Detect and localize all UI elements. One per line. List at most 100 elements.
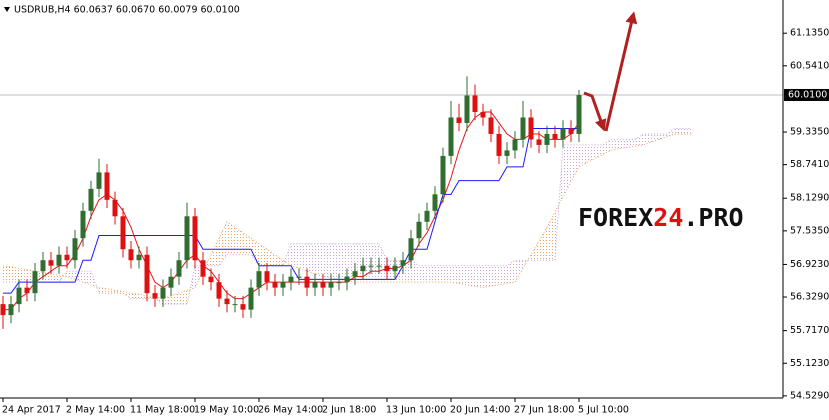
y-tick-label: 55.7170 — [790, 325, 829, 336]
candle-body — [80, 210, 86, 239]
x-tick-label: 24 Apr 2017 — [2, 405, 61, 416]
y-tick-label: 56.9230 — [790, 259, 829, 270]
candle-body — [464, 95, 470, 123]
cloud-segment — [83, 271, 91, 285]
watermark: FOREX24.PRO — [578, 203, 744, 232]
cloud-segment — [435, 265, 443, 283]
candle-body — [104, 172, 110, 200]
candle-body — [96, 172, 102, 189]
y-tick-label: 54.5290 — [790, 390, 829, 401]
cloud-segment — [235, 227, 243, 255]
cloud-segment — [283, 243, 291, 266]
cloud-segment — [683, 128, 691, 134]
candle-body — [528, 117, 534, 140]
candle-body — [560, 128, 566, 140]
cloud-segment — [99, 287, 107, 294]
cloud-segment — [323, 243, 331, 278]
cloud-segment — [531, 240, 539, 261]
cloud-segment — [251, 238, 259, 266]
y-tick-label: 59.3350 — [790, 127, 829, 138]
candle-body — [216, 282, 222, 299]
y-tick-label: 60.5410 — [790, 60, 829, 71]
cloud-segment — [211, 238, 219, 266]
cloud-segment — [467, 265, 475, 287]
candle-body — [392, 265, 398, 272]
candle-body — [568, 128, 574, 134]
cloud-segment — [571, 144, 579, 182]
candle-body — [152, 293, 158, 299]
candle-body — [208, 276, 214, 283]
cloud-segment — [19, 268, 27, 283]
candle-body — [352, 271, 358, 277]
y-tick-label: 55.1230 — [790, 358, 829, 369]
candle-body — [264, 271, 270, 283]
cloud-segment — [659, 133, 667, 140]
candle-body — [448, 117, 454, 156]
candle-body — [136, 254, 142, 261]
x-tick-label: 27 Jun 18:00 — [514, 405, 574, 416]
candle-body — [296, 276, 302, 278]
cloud-segment — [299, 243, 307, 272]
candle-body — [504, 150, 510, 156]
cloud-segment — [611, 139, 619, 151]
cloud-segment — [179, 290, 187, 305]
x-tick-label: 20 Jun 14:00 — [450, 405, 510, 416]
candle-body — [64, 254, 70, 261]
candle-body — [192, 216, 198, 261]
candle-body — [248, 287, 254, 310]
candle-body — [440, 155, 446, 195]
candle-body — [384, 265, 390, 272]
y-tick-label: 57.5350 — [790, 225, 829, 236]
cloud-segment — [219, 221, 227, 266]
cloud-segment — [291, 243, 299, 269]
y-tick-label: 58.1290 — [790, 193, 829, 204]
candle-body — [536, 139, 542, 145]
cloud-segment — [131, 293, 139, 299]
cloud-segment — [587, 144, 595, 163]
x-tick-label: 5 Jul 10:00 — [578, 405, 629, 416]
candle-body — [24, 287, 30, 294]
current-price-label: 60.0100 — [788, 89, 827, 100]
candle-body — [416, 221, 422, 239]
candle-body — [488, 117, 494, 134]
candle-body — [232, 304, 238, 306]
x-tick-label: 19 May 10:00 — [194, 405, 259, 416]
cloud-segment — [379, 243, 387, 283]
cloud-segment — [315, 243, 323, 277]
x-tick-label: 2 May 14:00 — [66, 405, 125, 416]
cloud-segment — [419, 265, 427, 283]
cloud-segment — [515, 260, 523, 283]
cloud-segment — [523, 254, 531, 269]
candle-body — [304, 276, 310, 288]
candle-body — [376, 265, 382, 267]
cloud-segment — [651, 133, 659, 143]
cloud-segment — [603, 139, 611, 155]
cloud-segment — [483, 265, 491, 288]
axes: 61.1350 60.5410 59.3350 58.7410 58.1290 57.53… — [2, 28, 829, 416]
watermark-part: FOREX — [578, 203, 653, 232]
cloud-segment — [267, 249, 275, 266]
cloud-segment — [563, 144, 571, 198]
candle-body — [56, 254, 62, 266]
cloud-segment — [547, 211, 555, 261]
candle-body — [320, 282, 326, 288]
candle-body — [168, 276, 174, 288]
x-tick-label: 11 May 18:00 — [130, 405, 195, 416]
candle-body — [8, 304, 14, 316]
cloud — [2, 127, 691, 305]
candle-body — [0, 304, 6, 316]
candle-body — [576, 94, 582, 134]
x-tick-label: 26 May 14:00 — [258, 405, 323, 416]
x-tick-label: 2 Jun 18:00 — [322, 405, 376, 416]
candle-body — [472, 95, 478, 112]
cloud-segment — [555, 144, 563, 261]
cloud-segment — [451, 265, 459, 284]
candle-body — [456, 117, 462, 123]
arrow-up — [604, 11, 638, 132]
candle-body — [176, 260, 182, 277]
candle-body — [336, 282, 342, 284]
candle-body — [344, 276, 350, 283]
candle-body — [424, 210, 430, 222]
candle-body — [48, 260, 54, 266]
